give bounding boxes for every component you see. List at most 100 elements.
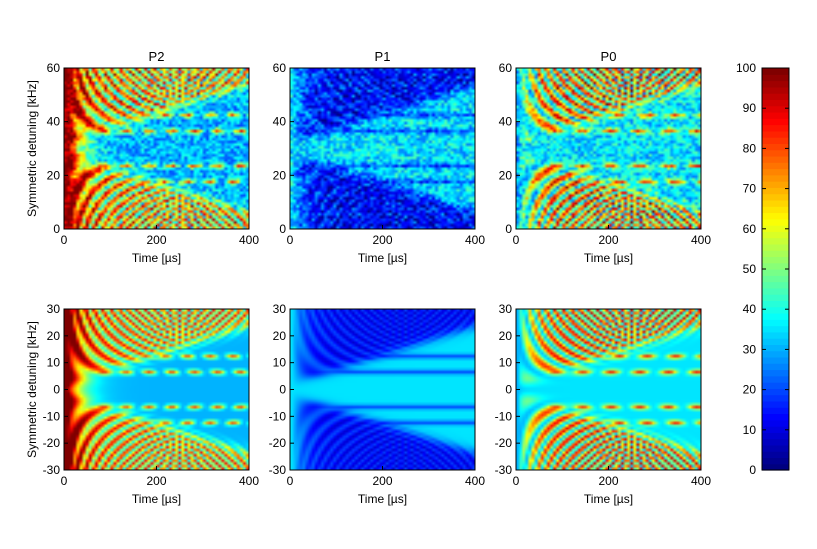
colorbar-step [762, 237, 789, 245]
y-tick-label: 40 [47, 115, 61, 129]
x-tick-label: 0 [61, 474, 68, 488]
y-tick-label: 20 [499, 168, 513, 182]
colorbar-step [762, 319, 789, 327]
colorbar-step [762, 426, 789, 433]
colorbar-step [762, 74, 789, 82]
colorbar-tick-label: 100 [736, 61, 756, 75]
colorbar-step [762, 187, 789, 195]
y-tick-label: -30 [43, 463, 61, 477]
colorbar-tick-label: 50 [743, 262, 757, 276]
colorbar-step [762, 231, 789, 239]
colorbar-tick-label: 90 [743, 101, 757, 115]
heatmap-image [516, 309, 701, 470]
x-tick-label: 400 [239, 233, 259, 247]
colorbar-step [762, 80, 789, 88]
y-tick-label: -20 [495, 436, 513, 450]
heatmap-panel-6: 0 200 400 -30 -20 -10 0 10 20 30 Time [µs] [495, 302, 712, 506]
colorbar-tick-label: 60 [743, 222, 757, 236]
colorbar: 0 10 20 30 40 50 60 70 80 90 100 [736, 61, 790, 477]
x-tick-label: 200 [598, 474, 618, 488]
colorbar-step [762, 99, 789, 107]
colorbar-step [762, 243, 789, 251]
y-tick-label: -20 [43, 436, 61, 450]
colorbar-step [762, 118, 789, 126]
colorbar-step [762, 168, 789, 176]
x-tick-label: 0 [287, 233, 294, 247]
heatmap-image [290, 68, 475, 229]
colorbar-tick-label: 0 [749, 463, 756, 477]
colorbar-step [762, 262, 789, 270]
colorbar-step [762, 413, 789, 421]
y-tick-label: -10 [43, 409, 61, 423]
y-tick-label: 40 [499, 115, 513, 129]
colorbar-step [762, 400, 789, 408]
colorbar-step [762, 432, 789, 440]
colorbar-step [762, 306, 789, 314]
colorbar-step [762, 155, 789, 163]
y-tick-label: -30 [269, 463, 287, 477]
y-tick-label: -20 [269, 436, 287, 450]
colorbar-step [762, 93, 789, 101]
colorbar-step [762, 300, 789, 308]
x-tick-label: 0 [287, 474, 294, 488]
colorbar-step [762, 137, 789, 144]
heatmap-panel-4: 0 200 400 -30 -20 -10 0 10 20 30 Time [µs] Symmetri… [25, 302, 259, 506]
heatmap-panel-2: P1 0 200 400 0 20 40 60 Time [µs] [273, 49, 486, 265]
colorbar-step [762, 294, 789, 302]
heatmap-panel-3: P0 0 200 400 0 20 40 60 Time [µs] [499, 49, 712, 265]
y-tick-label: 20 [47, 329, 61, 343]
x-tick-label: 200 [372, 474, 392, 488]
colorbar-step [762, 218, 789, 226]
y-tick-label: 10 [47, 356, 61, 370]
y-tick-label: 0 [53, 383, 60, 397]
y-tick-label: 10 [499, 356, 513, 370]
x-axis-label: Time [µs] [584, 251, 633, 265]
colorbar-step [762, 344, 789, 352]
colorbar-step [762, 388, 789, 396]
colorbar-step [762, 350, 789, 358]
colorbar-step [762, 162, 789, 170]
colorbar-tick-label: 80 [743, 141, 757, 155]
colorbar-step [762, 199, 789, 207]
colorbar-step [762, 206, 789, 214]
colorbar-step [762, 193, 789, 201]
colorbar-step [762, 174, 789, 182]
colorbar-step [762, 68, 789, 75]
x-tick-label: 200 [372, 233, 392, 247]
colorbar-step [762, 463, 789, 471]
colorbar-step [762, 86, 789, 94]
y-tick-label: 20 [499, 329, 513, 343]
colorbar-step [762, 312, 789, 320]
colorbar-step [762, 281, 789, 289]
colorbar-step [762, 356, 789, 364]
heatmap-image [290, 309, 475, 470]
colorbar-step [762, 256, 789, 264]
x-axis-label: Time [µs] [132, 492, 181, 506]
colorbar-tick-label: 20 [743, 383, 757, 397]
y-tick-label: 40 [273, 115, 287, 129]
heatmap-image [516, 68, 701, 229]
colorbar-step [762, 181, 789, 188]
x-tick-label: 400 [465, 233, 485, 247]
colorbar-tick-label: 30 [743, 342, 757, 356]
colorbar-step [762, 457, 789, 465]
y-tick-label: 0 [53, 222, 60, 236]
colorbar-step [762, 375, 789, 383]
x-axis-label: Time [µs] [132, 251, 181, 265]
colorbar-step [762, 382, 789, 389]
colorbar-step [762, 225, 789, 232]
colorbar-step [762, 130, 789, 138]
x-tick-label: 0 [513, 233, 520, 247]
x-tick-label: 0 [61, 233, 68, 247]
colorbar-step [762, 438, 789, 446]
y-tick-label: -30 [495, 463, 513, 477]
colorbar-step [762, 105, 789, 113]
y-tick-label: 60 [47, 61, 61, 75]
y-axis-label: Symmetric detuning [kHz] [25, 321, 39, 458]
y-tick-label: 60 [273, 61, 287, 75]
colorbar-step [762, 451, 789, 459]
colorbar-step [762, 212, 789, 220]
colorbar-step [762, 369, 789, 377]
y-tick-label: 0 [505, 222, 512, 236]
